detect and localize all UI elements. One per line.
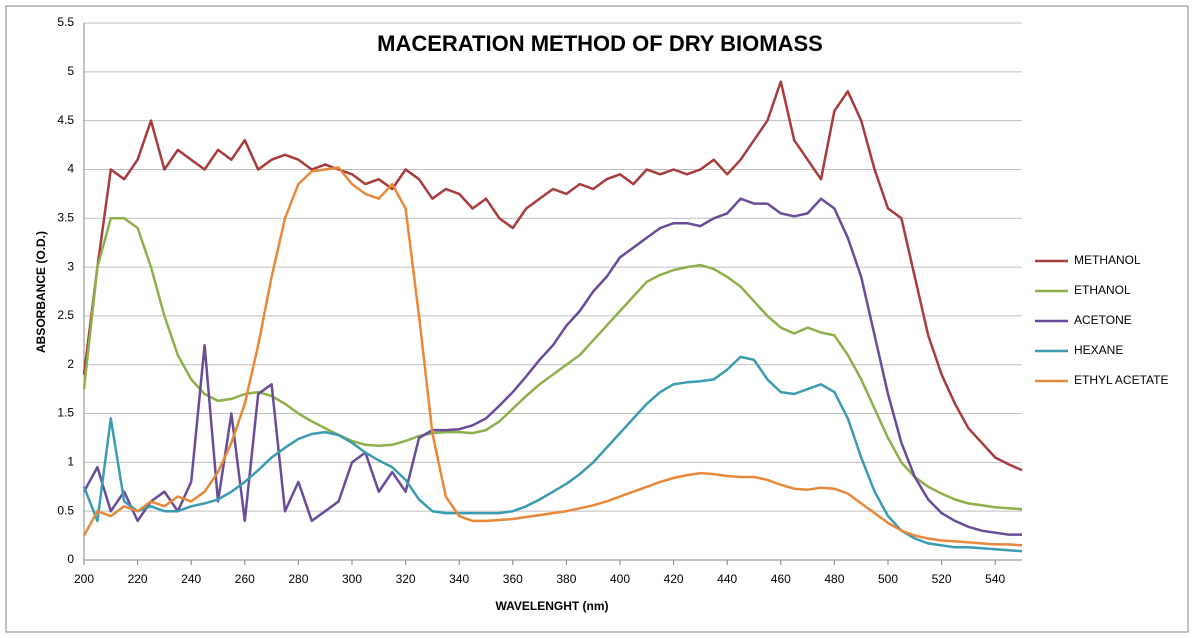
x-tick-label: 360 xyxy=(503,572,523,586)
chart-border xyxy=(5,5,1189,633)
x-tick-label: 500 xyxy=(878,572,898,586)
y-tick-label: 3 xyxy=(67,259,74,273)
x-tick-label: 300 xyxy=(342,572,362,586)
x-tick-label: 200 xyxy=(74,572,94,586)
y-tick-label: 5.5 xyxy=(57,15,74,29)
x-tick-label: 440 xyxy=(717,572,737,586)
y-tick-label: 4.5 xyxy=(57,113,74,127)
x-tick-label: 480 xyxy=(824,572,844,586)
x-tick-label: 460 xyxy=(771,572,791,586)
series-line xyxy=(82,217,1023,511)
x-tick-label: 320 xyxy=(396,572,416,586)
x-tick-label: 280 xyxy=(288,572,308,586)
y-tick-label: 2 xyxy=(67,357,74,371)
chart-title: MACERATION METHOD OF DRY BIOMASS xyxy=(377,31,823,56)
y-tick-label: 5 xyxy=(67,64,74,78)
series-line xyxy=(82,166,1023,547)
y-tick-label: 0.5 xyxy=(57,503,74,517)
series-line xyxy=(82,355,1023,553)
x-tick-label: 220 xyxy=(128,572,148,586)
x-tick-label: 420 xyxy=(664,572,684,586)
legend-label: HEXANE xyxy=(1074,343,1123,357)
y-tick-label: 1.5 xyxy=(57,406,74,420)
x-tick-label: 240 xyxy=(181,572,201,586)
x-tick-label: 260 xyxy=(235,572,255,586)
x-tick-label: 400 xyxy=(610,572,630,586)
series-line xyxy=(82,80,1023,472)
y-tick-label: 3.5 xyxy=(57,210,74,224)
y-axis-label: ABSORBANCE (O.D.) xyxy=(34,231,48,353)
legend-label: ETHYL ACETATE xyxy=(1074,373,1168,387)
y-tick-label: 0 xyxy=(67,552,74,566)
legend-label: ETHANOL xyxy=(1074,283,1131,297)
x-tick-label: 380 xyxy=(556,572,576,586)
x-tick-label: 540 xyxy=(985,572,1005,586)
x-tick-label: 340 xyxy=(449,572,469,586)
x-tick-label: 520 xyxy=(932,572,952,586)
legend-label: ACETONE xyxy=(1074,313,1132,327)
y-tick-label: 2.5 xyxy=(57,308,74,322)
x-axis-label: WAVELENGHT (nm) xyxy=(495,599,608,613)
y-tick-label: 4 xyxy=(67,162,74,176)
legend-label: METHANOL xyxy=(1074,253,1141,267)
y-tick-label: 1 xyxy=(67,455,74,469)
